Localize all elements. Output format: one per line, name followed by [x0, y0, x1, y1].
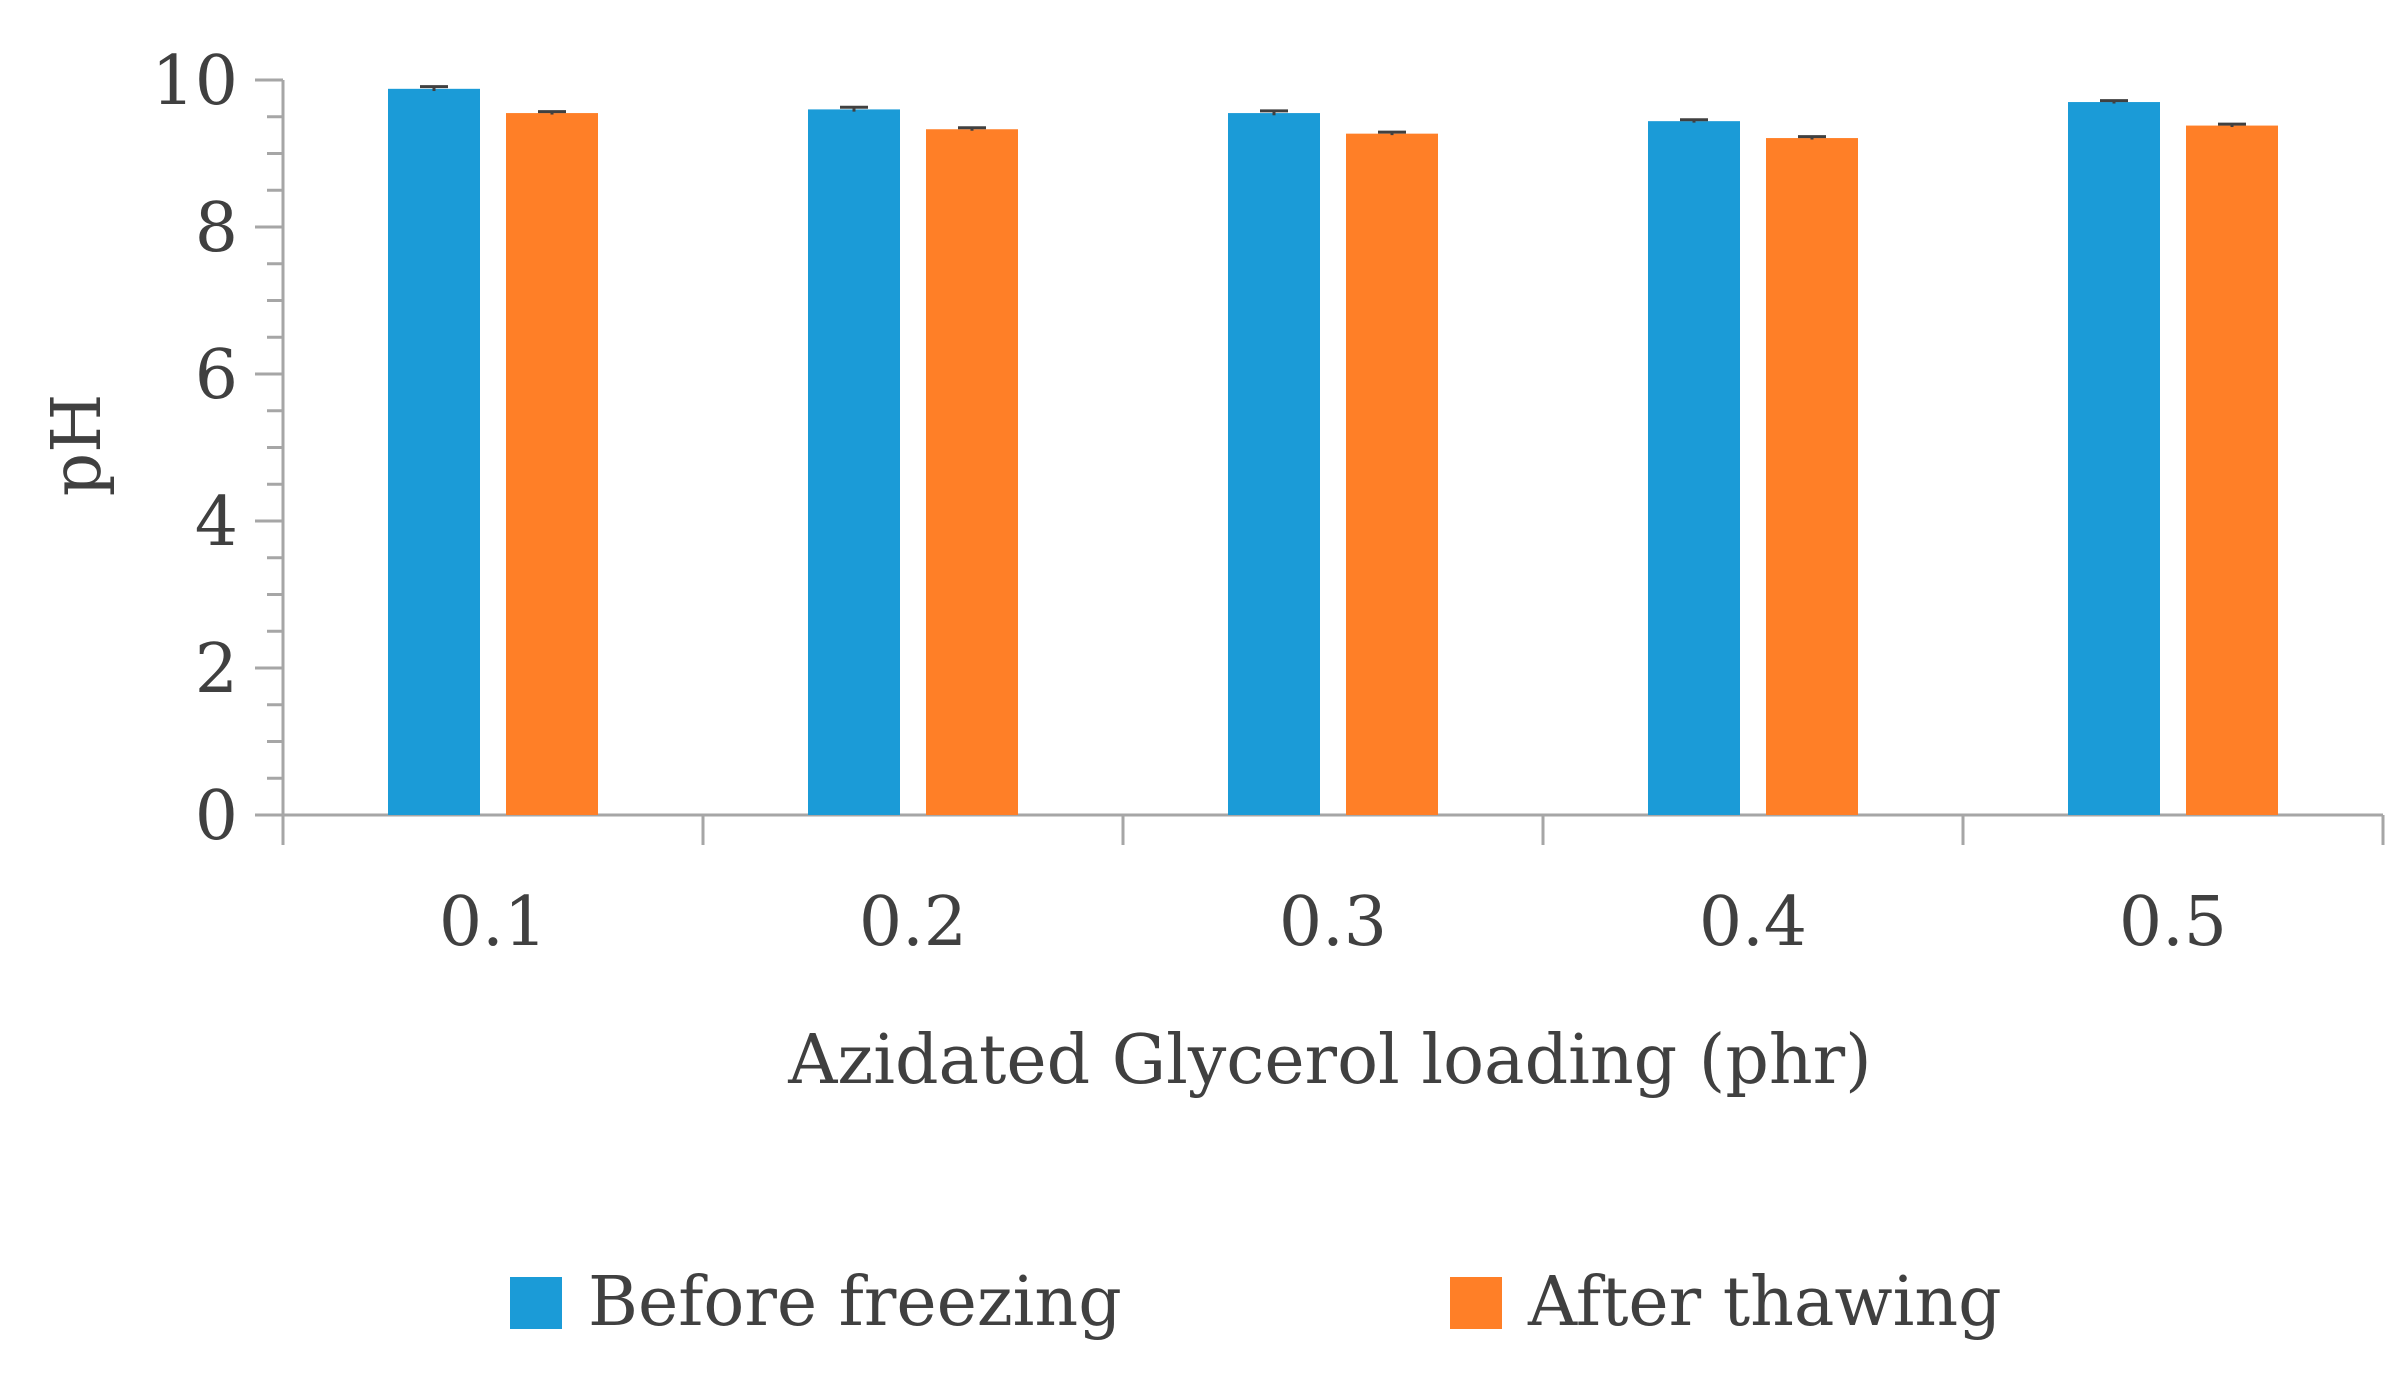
x-tick-label: 0.2: [859, 883, 967, 962]
bar-after-thawing: [1346, 133, 1438, 815]
bar-after-thawing: [2186, 125, 2278, 815]
y-tick-label: 6: [195, 336, 238, 415]
legend-label-before-freezing: Before freezing: [588, 1263, 1122, 1342]
bar-before-freezing: [2068, 102, 2160, 816]
bar-before-freezing: [1648, 121, 1740, 815]
x-axis-title: Azidated Glycerol loading (phr): [787, 1021, 1871, 1100]
bar-after-thawing: [506, 113, 598, 815]
bar-before-freezing: [388, 88, 480, 815]
y-axis-title: pH: [38, 394, 117, 497]
x-tick-label: 0.5: [2119, 883, 2227, 962]
y-tick-label: 0: [195, 777, 238, 856]
y-axis: 0 2 4 6 8 10: [151, 42, 285, 856]
legend-swatch-after-thawing: [1450, 1277, 1502, 1329]
x-tick-label: 0.1: [439, 883, 547, 962]
legend-label-after-thawing: After thawing: [1527, 1263, 2002, 1342]
y-tick-label: 2: [195, 630, 238, 709]
x-tick-label: 0.3: [1279, 883, 1387, 962]
bar-before-freezing: [1228, 113, 1320, 815]
y-tick-label: 10: [151, 42, 238, 121]
legend: Before freezing After thawing: [510, 1263, 2002, 1342]
bar-after-thawing: [926, 129, 1018, 815]
bars: [388, 85, 2278, 816]
bar-before-freezing: [808, 109, 900, 815]
y-tick-label: 4: [195, 483, 238, 562]
bar-after-thawing: [1766, 138, 1858, 815]
y-tick-label: 8: [195, 189, 238, 268]
x-axis: 0.1 0.2 0.3 0.4 0.5: [281, 813, 2385, 962]
x-tick-label: 0.4: [1699, 883, 1807, 962]
legend-swatch-before-freezing: [510, 1277, 562, 1329]
